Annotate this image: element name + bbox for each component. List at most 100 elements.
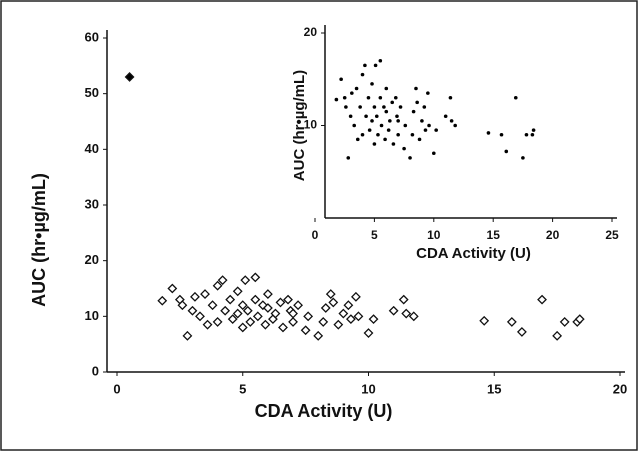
point bbox=[408, 156, 412, 160]
point bbox=[388, 119, 392, 123]
point bbox=[504, 149, 509, 154]
point bbox=[372, 142, 377, 146]
point bbox=[559, 316, 570, 327]
point bbox=[432, 151, 436, 156]
point bbox=[398, 105, 403, 109]
point bbox=[262, 303, 273, 313]
point bbox=[531, 128, 536, 132]
point bbox=[318, 316, 329, 327]
point bbox=[260, 319, 271, 330]
point bbox=[393, 95, 398, 100]
point bbox=[207, 300, 218, 311]
point bbox=[334, 97, 339, 102]
point bbox=[190, 291, 200, 302]
point bbox=[182, 330, 193, 341]
point bbox=[293, 300, 303, 311]
x-tick-label: 25 bbox=[605, 228, 619, 242]
point bbox=[288, 316, 298, 327]
point bbox=[401, 308, 412, 319]
point bbox=[354, 86, 359, 91]
point bbox=[366, 95, 371, 100]
x-tick-label: 5 bbox=[371, 228, 378, 242]
point bbox=[242, 305, 253, 316]
y-tick-label: 10 bbox=[85, 308, 99, 323]
point bbox=[339, 77, 343, 82]
point bbox=[384, 86, 389, 91]
point bbox=[350, 91, 354, 95]
point bbox=[217, 275, 228, 286]
y-tick-label: 40 bbox=[85, 141, 99, 156]
point bbox=[363, 63, 367, 68]
point bbox=[574, 314, 585, 325]
point bbox=[227, 314, 238, 325]
x-tick-label: 0 bbox=[312, 228, 319, 242]
point bbox=[521, 156, 525, 160]
point bbox=[353, 311, 364, 322]
point bbox=[343, 300, 354, 311]
point bbox=[420, 119, 424, 123]
point bbox=[338, 308, 349, 319]
point bbox=[513, 95, 518, 100]
point bbox=[378, 58, 383, 63]
x-tick-label: 5 bbox=[239, 381, 246, 396]
point bbox=[415, 100, 419, 105]
point bbox=[200, 289, 210, 299]
point bbox=[232, 286, 243, 297]
point bbox=[245, 316, 256, 327]
point bbox=[408, 311, 419, 322]
point bbox=[363, 328, 374, 338]
point bbox=[283, 294, 293, 305]
point bbox=[157, 295, 168, 306]
point bbox=[364, 114, 368, 119]
point bbox=[373, 63, 378, 68]
point bbox=[348, 114, 353, 119]
point bbox=[414, 86, 418, 91]
point bbox=[552, 330, 563, 341]
point bbox=[411, 109, 416, 114]
x-tick-label: 20 bbox=[613, 381, 627, 396]
point bbox=[250, 272, 261, 283]
point bbox=[275, 297, 286, 308]
point bbox=[382, 105, 386, 109]
y-tick-label: 20 bbox=[85, 252, 99, 267]
point bbox=[427, 123, 431, 128]
point bbox=[370, 119, 374, 123]
point bbox=[388, 305, 399, 316]
point bbox=[300, 325, 311, 336]
point bbox=[250, 294, 261, 305]
y-tick-label: 0 bbox=[92, 363, 99, 378]
point bbox=[479, 315, 490, 326]
point bbox=[524, 132, 529, 137]
point bbox=[355, 137, 360, 142]
point bbox=[383, 137, 387, 142]
point bbox=[237, 322, 248, 333]
point bbox=[379, 123, 384, 128]
point bbox=[398, 294, 409, 305]
point bbox=[390, 100, 395, 105]
point bbox=[202, 319, 213, 330]
point bbox=[453, 123, 457, 128]
y-tick-label: 60 bbox=[85, 29, 99, 44]
point bbox=[403, 123, 408, 128]
point bbox=[370, 82, 374, 86]
y-axis-title: AUC (hr•µg/mL) bbox=[291, 70, 308, 181]
point bbox=[374, 114, 379, 119]
point bbox=[391, 142, 396, 146]
point bbox=[368, 314, 379, 325]
point bbox=[378, 95, 383, 100]
x-tick-label: 10 bbox=[427, 228, 441, 242]
point bbox=[516, 327, 527, 337]
point bbox=[358, 105, 362, 109]
y-tick-label: 10 bbox=[304, 118, 318, 132]
point bbox=[288, 308, 298, 319]
point bbox=[396, 119, 400, 123]
point bbox=[237, 300, 248, 311]
point bbox=[212, 280, 223, 291]
point bbox=[372, 105, 377, 109]
point bbox=[320, 303, 331, 313]
x-tick-label: 15 bbox=[487, 381, 501, 396]
y-tick-label: 30 bbox=[85, 196, 99, 211]
